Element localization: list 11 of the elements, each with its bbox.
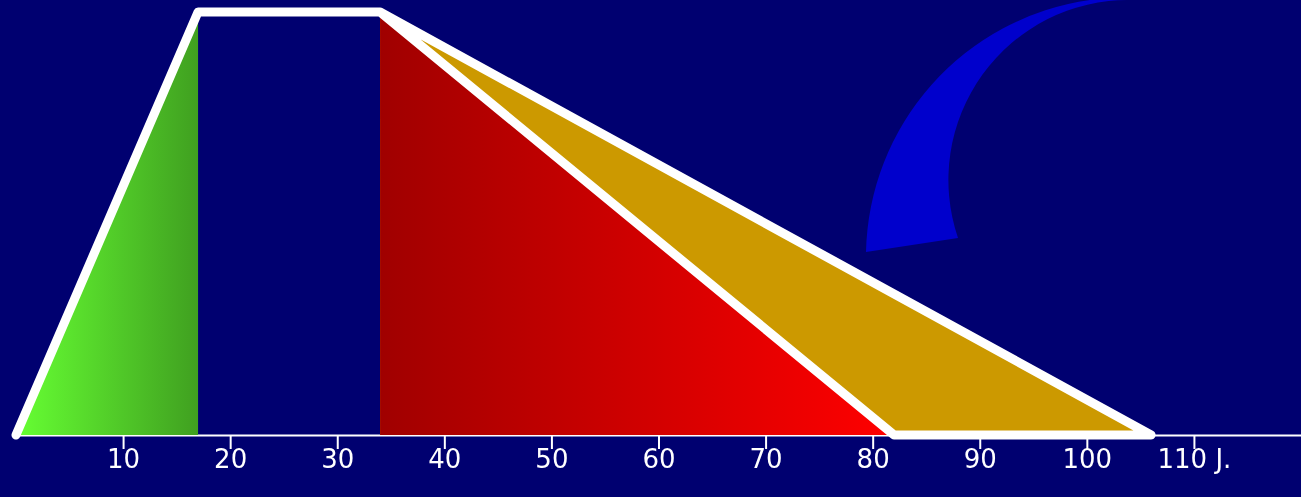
x-tick-label: 20	[214, 444, 248, 475]
x-tick-label: 30	[321, 444, 355, 475]
x-tick-label: 60	[642, 444, 676, 475]
x-tick-label: 10	[107, 444, 141, 475]
x-tick-label: 50	[535, 444, 569, 475]
x-tick-label: 70	[749, 444, 783, 475]
x-tick-label: 110 J.	[1157, 444, 1232, 475]
x-tick-label: 90	[963, 444, 997, 475]
x-tick-label: 80	[856, 444, 890, 475]
x-tick-label: 40	[428, 444, 462, 475]
x-tick-label: 100	[1062, 444, 1113, 475]
